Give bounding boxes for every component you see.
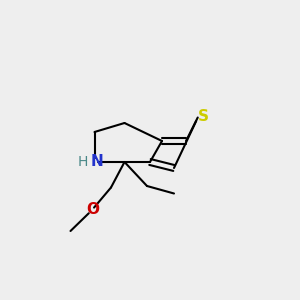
Text: N: N [91, 154, 104, 169]
Text: S: S [198, 109, 208, 124]
Text: O: O [86, 202, 100, 217]
Text: H: H [78, 155, 88, 169]
